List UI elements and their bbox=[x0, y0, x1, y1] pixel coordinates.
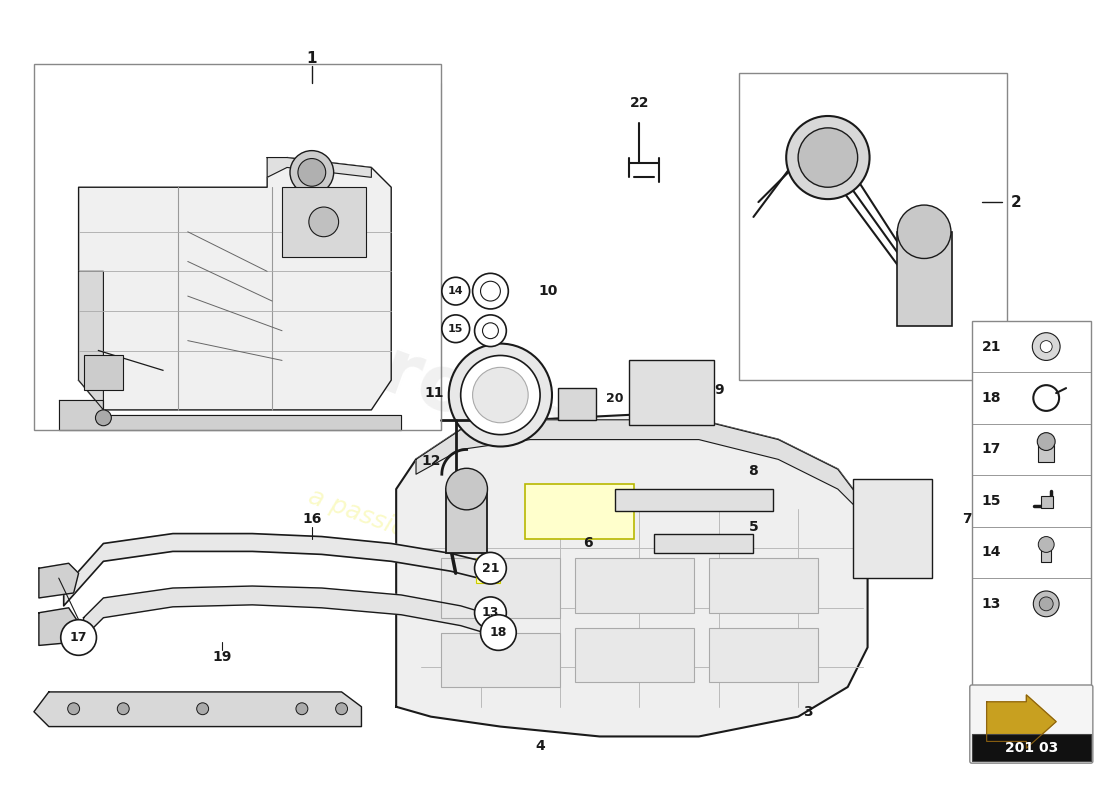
Text: 5: 5 bbox=[749, 520, 758, 534]
Circle shape bbox=[298, 158, 326, 186]
Bar bbox=[558, 388, 596, 420]
Polygon shape bbox=[34, 692, 362, 726]
Text: 11: 11 bbox=[425, 386, 443, 400]
Bar bbox=[971, 734, 1091, 761]
Polygon shape bbox=[58, 400, 402, 430]
Circle shape bbox=[473, 367, 528, 422]
Text: 15: 15 bbox=[448, 324, 463, 334]
Bar bbox=[84, 355, 123, 390]
Text: 21: 21 bbox=[981, 339, 1001, 354]
Polygon shape bbox=[64, 534, 501, 606]
Polygon shape bbox=[78, 271, 103, 410]
Bar bbox=[575, 558, 694, 613]
Text: 14: 14 bbox=[448, 286, 463, 296]
Bar bbox=[708, 558, 818, 613]
Bar bbox=[971, 321, 1091, 687]
Text: 16: 16 bbox=[302, 512, 321, 526]
Circle shape bbox=[296, 703, 308, 714]
Bar bbox=[738, 74, 1006, 380]
Polygon shape bbox=[987, 695, 1056, 748]
Text: 8: 8 bbox=[749, 464, 758, 478]
Bar bbox=[282, 187, 366, 257]
Circle shape bbox=[1041, 341, 1053, 353]
Circle shape bbox=[898, 205, 950, 258]
Text: 18: 18 bbox=[490, 626, 507, 639]
Bar bbox=[654, 534, 754, 554]
Circle shape bbox=[481, 614, 516, 650]
Bar bbox=[475, 558, 500, 583]
Circle shape bbox=[197, 703, 209, 714]
Circle shape bbox=[799, 128, 858, 187]
Text: 2: 2 bbox=[1011, 194, 1022, 210]
Circle shape bbox=[442, 278, 470, 305]
Bar bbox=[1038, 445, 1054, 462]
Bar bbox=[34, 63, 441, 430]
Text: 13: 13 bbox=[482, 606, 499, 619]
Polygon shape bbox=[78, 158, 392, 410]
Circle shape bbox=[60, 620, 97, 655]
Text: 12: 12 bbox=[421, 454, 441, 468]
Circle shape bbox=[461, 355, 540, 434]
Text: 201 03: 201 03 bbox=[1004, 742, 1058, 755]
Circle shape bbox=[96, 410, 111, 426]
Text: 13: 13 bbox=[981, 597, 1001, 611]
Text: 19: 19 bbox=[212, 650, 232, 664]
Bar bbox=[1042, 496, 1053, 508]
Circle shape bbox=[336, 703, 348, 714]
Polygon shape bbox=[416, 420, 868, 518]
Bar bbox=[1042, 538, 1052, 562]
Circle shape bbox=[1032, 333, 1060, 361]
Text: 1: 1 bbox=[307, 51, 317, 66]
Text: 17: 17 bbox=[981, 442, 1001, 457]
Text: a passion for cars since 1965: a passion for cars since 1965 bbox=[305, 485, 657, 632]
Circle shape bbox=[68, 703, 79, 714]
Text: 4: 4 bbox=[536, 739, 544, 754]
Text: 20: 20 bbox=[606, 391, 624, 405]
Circle shape bbox=[118, 703, 129, 714]
Bar bbox=[615, 489, 773, 511]
Polygon shape bbox=[396, 415, 868, 737]
Bar bbox=[525, 484, 635, 538]
Circle shape bbox=[1038, 537, 1054, 552]
Bar bbox=[441, 558, 560, 618]
Text: 17: 17 bbox=[69, 631, 87, 644]
Bar bbox=[898, 232, 952, 326]
Bar bbox=[446, 489, 487, 554]
Text: 14: 14 bbox=[981, 546, 1001, 559]
Polygon shape bbox=[267, 158, 372, 178]
Text: 18: 18 bbox=[981, 391, 1001, 405]
Text: 6: 6 bbox=[583, 537, 593, 550]
FancyBboxPatch shape bbox=[970, 685, 1093, 763]
Circle shape bbox=[474, 315, 506, 346]
Circle shape bbox=[474, 597, 506, 629]
Bar bbox=[575, 628, 694, 682]
Text: 3: 3 bbox=[803, 705, 813, 718]
Circle shape bbox=[786, 116, 870, 199]
Circle shape bbox=[442, 315, 470, 342]
Text: 22: 22 bbox=[629, 96, 649, 110]
Circle shape bbox=[309, 207, 339, 237]
Circle shape bbox=[1037, 433, 1055, 450]
Circle shape bbox=[1040, 597, 1053, 610]
Circle shape bbox=[446, 468, 487, 510]
Bar bbox=[629, 361, 714, 425]
Bar bbox=[708, 628, 818, 682]
Bar bbox=[852, 479, 932, 578]
Polygon shape bbox=[39, 563, 78, 598]
Text: 21: 21 bbox=[482, 562, 499, 574]
Text: 15: 15 bbox=[981, 494, 1001, 508]
Circle shape bbox=[474, 552, 506, 584]
Circle shape bbox=[449, 343, 552, 446]
Polygon shape bbox=[39, 608, 78, 646]
Text: euroCarParts: euroCarParts bbox=[272, 298, 828, 562]
Circle shape bbox=[290, 150, 333, 194]
Text: 9: 9 bbox=[714, 383, 724, 397]
Circle shape bbox=[1033, 591, 1059, 617]
Bar bbox=[441, 633, 560, 687]
Polygon shape bbox=[84, 586, 510, 638]
Text: 10: 10 bbox=[538, 284, 558, 298]
Text: 7: 7 bbox=[962, 512, 971, 526]
Circle shape bbox=[473, 274, 508, 309]
